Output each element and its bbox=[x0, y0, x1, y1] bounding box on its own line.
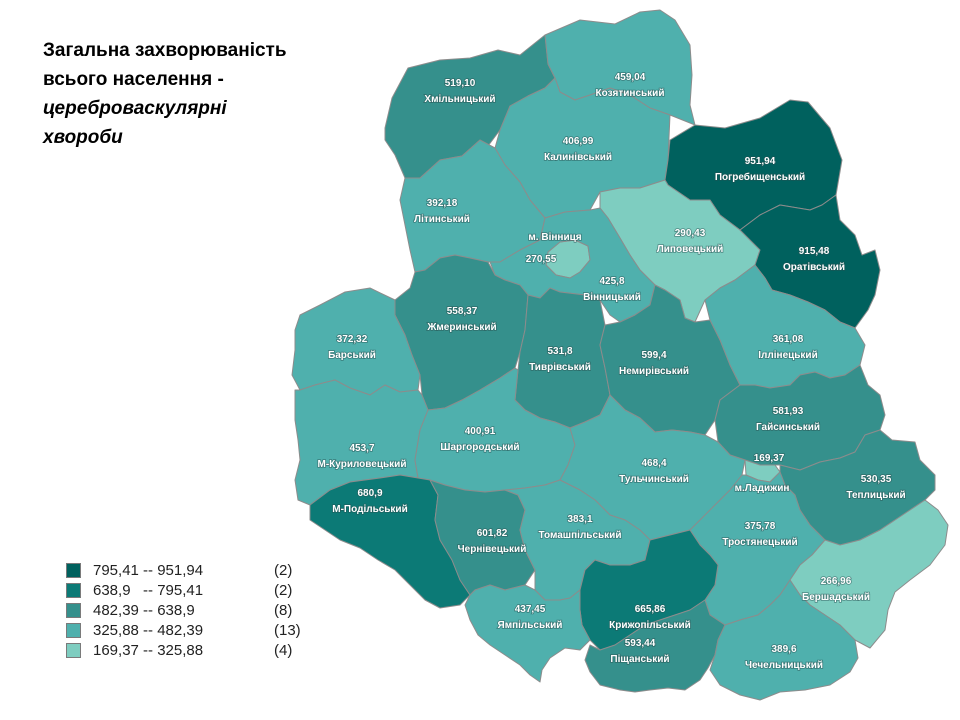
region-value-sharhorodskyi: 400,91 bbox=[465, 426, 496, 437]
region-value-tomashpilskyi: 383,1 bbox=[567, 514, 592, 525]
title-line-4: хвороби bbox=[43, 127, 123, 148]
legend-swatch bbox=[66, 602, 81, 618]
region-value-m-podilskyi: 680,9 bbox=[357, 488, 382, 499]
legend-count: (2) bbox=[274, 581, 293, 599]
legend-range: 482,39 -- 638,9 bbox=[93, 601, 195, 619]
region-name-tomashpilskyi: Томашпільський bbox=[539, 530, 622, 541]
region-name-bershadskyi: Бершадський bbox=[802, 592, 870, 603]
legend-row: 638,9 -- 795,41 (2) bbox=[66, 580, 301, 600]
region-name-tyvrivskyi: Тиврівський bbox=[529, 362, 591, 373]
region-value-teplytskyi: 530,35 bbox=[861, 474, 892, 485]
region-value-chechelnytskyi: 389,6 bbox=[771, 644, 796, 655]
region-name-orativskyi: Оратівський bbox=[783, 262, 845, 273]
region-value-trostianetskyi: 375,78 bbox=[745, 521, 776, 532]
title-line-3: цереброваскулярні bbox=[43, 98, 227, 119]
legend-swatch bbox=[66, 582, 81, 598]
region-name-teplytskyi: Теплицький bbox=[846, 490, 905, 501]
region-name-koziatynskyi: Козятинський bbox=[596, 88, 665, 99]
region-value-vinnytsia-city: 270,55 bbox=[526, 254, 557, 265]
region-tyvrivskyi[interactable] bbox=[514, 287, 611, 429]
region-name-chechelnytskyi: Чечельницький bbox=[745, 660, 823, 671]
region-name-khmilnytskyi: Хмільницький bbox=[424, 94, 495, 105]
region-yampilskyi[interactable] bbox=[464, 584, 591, 683]
region-value-pohrebyshchenskyi: 951,94 bbox=[745, 156, 776, 167]
regions-layer bbox=[291, 9, 949, 701]
map-title: Загальна захворюваність всього населення… bbox=[43, 36, 343, 152]
region-name-chernivetskyi: Чернівецький bbox=[458, 544, 527, 555]
region-name-trostianetskyi: Тростянецький bbox=[722, 537, 797, 548]
region-value-lityn: 392,18 bbox=[427, 198, 458, 209]
region-value-nemyrivskyi: 599,4 bbox=[641, 350, 666, 361]
region-value-tulchynskyi: 468,4 bbox=[641, 458, 666, 469]
region-value-vinnytskyi: 425,8 bbox=[599, 276, 624, 287]
legend-count: (13) bbox=[274, 621, 301, 639]
region-value-lypovetskyi: 290,43 bbox=[675, 228, 706, 239]
region-name-vinnytsia-city: м. Вінниця bbox=[528, 232, 581, 243]
region-value-haisynskyi: 581,93 bbox=[773, 406, 804, 417]
region-value-kalynivskyi: 406,99 bbox=[563, 136, 594, 147]
region-name-lityn: Літинський bbox=[414, 214, 470, 225]
region-name-pishchanskyi: Піщанський bbox=[610, 654, 669, 665]
region-pishchanskyi[interactable] bbox=[584, 599, 726, 693]
region-name-pohrebyshchenskyi: Погребищенський bbox=[715, 171, 805, 183]
labels-layer: 519,10 Хмільницький 459,04 Козятинський 406,… bbox=[317, 71, 907, 672]
region-value-kryzhopilskyi: 665,86 bbox=[635, 604, 666, 615]
region-name-haisynskyi: Гайсинський bbox=[756, 422, 820, 433]
region-value-illinetskyi: 361,08 bbox=[773, 334, 804, 345]
legend-swatch bbox=[66, 642, 81, 658]
legend: 795,41 -- 951,94 (2) 638,9 -- 795,41 (2)… bbox=[66, 560, 301, 660]
region-name-vinnytskyi: Вінницький bbox=[583, 292, 641, 303]
region-name-lypovetskyi: Липовецький bbox=[657, 244, 723, 255]
legend-range: 325,88 -- 482,39 bbox=[93, 621, 204, 639]
region-value-orativskyi: 915,48 bbox=[799, 246, 830, 257]
legend-count: (4) bbox=[274, 641, 293, 659]
legend-range: 795,41 -- 951,94 bbox=[93, 561, 204, 579]
region-value-barskyi: 372,32 bbox=[337, 334, 368, 345]
title-line-1: Загальна захворюваність bbox=[43, 40, 287, 61]
legend-range: 169,37 -- 325,88 bbox=[93, 641, 204, 659]
region-name-m-kurylovetskyi: М-Куриловецький bbox=[318, 459, 407, 470]
region-name-tulchynskyi: Тульчинський bbox=[619, 474, 689, 485]
legend-swatch bbox=[66, 622, 81, 638]
region-chechelnytskyi[interactable] bbox=[709, 579, 859, 701]
region-name-nemyrivskyi: Немирівський bbox=[619, 366, 689, 377]
legend-count: (2) bbox=[274, 561, 293, 579]
region-name-barskyi: Барський bbox=[328, 350, 376, 361]
region-value-ladyzhyn: 169,37 bbox=[754, 453, 785, 464]
region-name-yampilskyi: Ямпільський bbox=[498, 620, 563, 631]
region-value-tyvrivskyi: 531,8 bbox=[547, 346, 572, 357]
legend-range: 638,9 -- 795,41 bbox=[93, 581, 204, 599]
region-name-kryzhopilskyi: Крижопільський bbox=[609, 620, 691, 631]
region-name-kalynivskyi: Калинівський bbox=[544, 152, 612, 163]
region-name-sharhorodskyi: Шаргородський bbox=[440, 442, 519, 453]
region-value-bershadskyi: 266,96 bbox=[821, 576, 852, 587]
legend-row: 169,37 -- 325,88 (4) bbox=[66, 640, 301, 660]
legend-count: (8) bbox=[274, 601, 293, 619]
region-value-koziatynskyi: 459,04 bbox=[615, 72, 646, 83]
region-value-chernivetskyi: 601,82 bbox=[477, 528, 508, 539]
region-value-khmilnytskyi: 519,10 bbox=[445, 78, 476, 89]
legend-row: 325,88 -- 482,39 (13) bbox=[66, 620, 301, 640]
legend-row: 795,41 -- 951,94 (2) bbox=[66, 560, 301, 580]
region-value-zhmerynskyi: 558,37 bbox=[447, 306, 478, 317]
legend-row: 482,39 -- 638,9 (8) bbox=[66, 600, 301, 620]
region-name-illinetskyi: Іллінецький bbox=[758, 350, 817, 361]
region-value-pishchanskyi: 593,44 bbox=[625, 638, 656, 649]
region-name-zhmerynskyi: Жмеринський bbox=[426, 322, 496, 333]
region-value-yampilskyi: 437,45 bbox=[515, 604, 546, 615]
region-value-m-kurylovetskyi: 453,7 bbox=[349, 443, 374, 454]
region-name-ladyzhyn: м.Ладижин bbox=[735, 483, 790, 494]
title-line-2: всього населення - bbox=[43, 69, 224, 90]
legend-swatch bbox=[66, 562, 81, 578]
region-name-m-podilskyi: М-Подільський bbox=[332, 504, 407, 515]
